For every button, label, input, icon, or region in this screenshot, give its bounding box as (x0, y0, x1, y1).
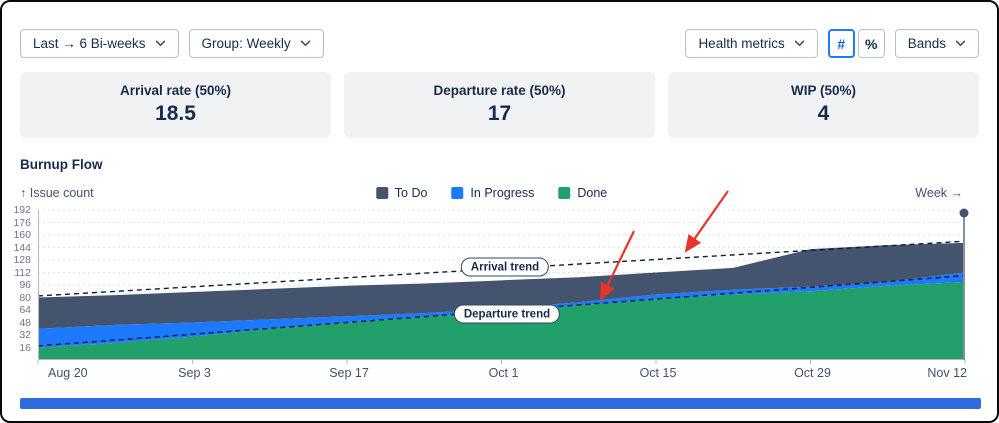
range-dropdown[interactable]: Last → 6 Bi-weeks (20, 29, 179, 58)
health-metrics-dropdown[interactable]: Health metrics (685, 29, 818, 58)
legend-label-done: Done (577, 186, 608, 200)
x-axis-title: Week → (915, 186, 963, 200)
stacked-area-chart (37, 208, 969, 364)
y-axis-title: ↑ Issue count (20, 186, 94, 200)
departure-rate-title: Departure rate (50%) (433, 83, 566, 98)
legend-item-done[interactable]: Done (558, 186, 607, 200)
chevron-down-icon (794, 40, 805, 47)
legend-item-todo[interactable]: To Do (375, 186, 428, 200)
chart-header: ↑ Issue count To Do In Progress Done Wee… (20, 185, 963, 201)
wip-value: 4 (817, 102, 830, 125)
arrival-rate-title: Arrival rate (50%) (119, 83, 232, 98)
unit-number-toggle[interactable]: # (827, 29, 855, 58)
toolbar-right-group: Health metrics # % Bands (685, 29, 979, 58)
x-axis-tick-labels: Aug 20 Sep 3 Sep 17 Oct 1 Oct 15 Oct 29 Nov 12 (48, 366, 967, 380)
legend-label-inprogress: In Progress (470, 186, 535, 200)
unit-percent-toggle[interactable]: % (857, 29, 885, 58)
metric-cards-row: Arrival rate (50%) 18.5 Departure rate (… (20, 72, 979, 138)
y-axis-tick-labels: 16 32 48 64 80 96 112 128 144 160 176 192 (13, 204, 31, 354)
group-dropdown[interactable]: Group: Weekly (188, 29, 324, 58)
legend-item-inprogress[interactable]: In Progress (451, 186, 534, 200)
inprogress-swatch-icon (451, 187, 464, 199)
bottom-blue-bar (20, 398, 981, 409)
chevron-down-icon (300, 40, 310, 47)
departure-trend-label: Departure trend (453, 304, 561, 324)
chevron-down-icon (155, 40, 165, 47)
done-swatch-icon (558, 187, 571, 199)
arrival-rate-card: Arrival rate (50%) 18.5 (20, 72, 331, 138)
chart-title: Burnup Flow (20, 157, 103, 172)
chevron-down-icon (955, 40, 966, 47)
todo-swatch-icon (375, 187, 388, 199)
burnup-chart: 16 32 48 64 80 96 112 128 144 160 176 192 Arrival t… (2, 190, 997, 364)
wip-title: WIP (50%) (790, 83, 856, 98)
health-metrics-label: Health metrics (698, 36, 785, 51)
bands-dropdown[interactable]: Bands (894, 29, 979, 58)
group-dropdown-label: Group: Weekly (201, 36, 291, 51)
arrival-rate-value: 18.5 (155, 102, 196, 125)
arrival-trend-label: Arrival trend (460, 257, 550, 277)
bands-dropdown-label: Bands (907, 36, 946, 51)
departure-rate-value: 17 (487, 102, 512, 125)
departure-rate-card: Departure rate (50%) 17 (344, 72, 655, 138)
unit-toggle-group: # % (827, 29, 885, 58)
chart-plot-area[interactable]: Arrival trend Departure trend (37, 190, 969, 364)
range-dropdown-label: Last → 6 Bi-weeks (33, 36, 146, 51)
legend-label-todo: To Do (394, 186, 428, 200)
toolbar-left-group: Last → 6 Bi-weeks Group: Weekly (20, 29, 324, 58)
wip-card: WIP (50%) 4 (668, 72, 979, 138)
chart-legend: To Do In Progress Done (375, 186, 607, 200)
toolbar: Last → 6 Bi-weeks Group: Weekly Health m… (2, 2, 997, 58)
